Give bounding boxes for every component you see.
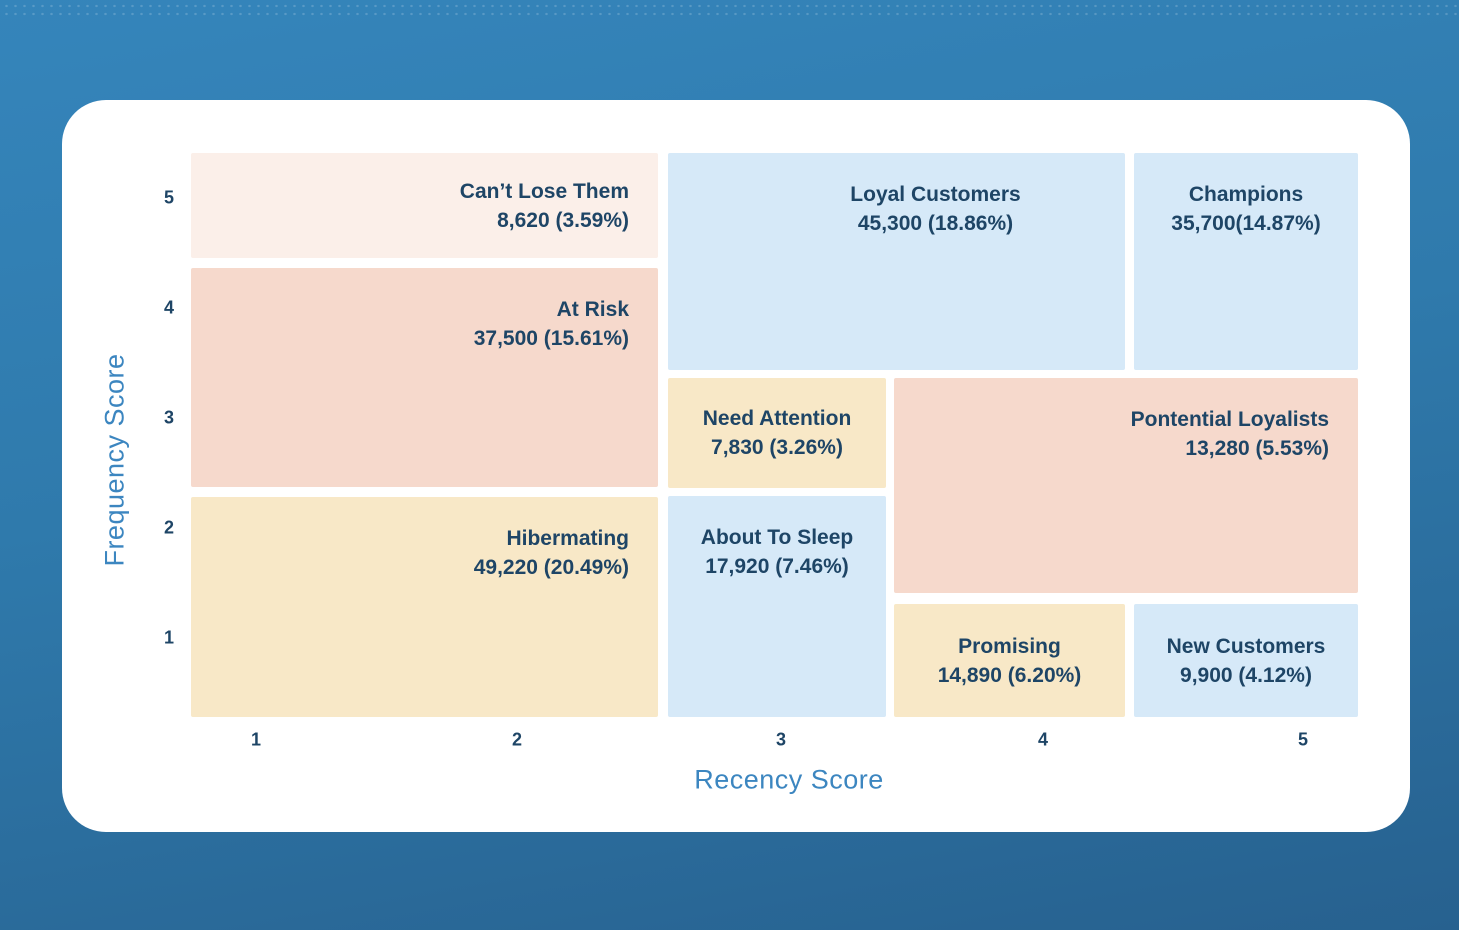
background-dot-pattern (0, 0, 1459, 17)
segment-label: New Customers (1166, 634, 1326, 658)
segment-value: 37,500 (15.61%) (473, 327, 629, 350)
segment-value: 45,300 (18.86%) (857, 212, 1014, 235)
y-tick: 2 (163, 517, 174, 538)
segment-value: 7,830 (3.26%) (711, 436, 843, 459)
x-axis-label: Recency Score (694, 764, 884, 795)
segment-hibermating: Hibermating 49,220 (20.49%) (191, 497, 658, 717)
x-tick: 4 (1037, 729, 1049, 750)
segment-value: 17,920 (7.46%) (705, 555, 849, 578)
segment-pontential-loyalists: Pontential Loyalists 13,280 (5.53%) (894, 378, 1358, 593)
y-tick: 3 (163, 407, 174, 428)
segment-value: 35,700(14.87%) (1171, 212, 1321, 235)
y-tick: 5 (163, 187, 174, 208)
x-tick: 2 (511, 729, 523, 750)
segment-value: 8,620 (3.59%) (497, 208, 629, 232)
segment-cant-lose-them: Can’t Lose Them 8,620 (3.59%) (191, 153, 658, 258)
segment-need-attention: Need Attention 7,830 (3.26%) (668, 378, 886, 488)
segment-label: Loyal Customers (850, 183, 1021, 206)
x-tick: 1 (250, 729, 262, 750)
segment-label: Hibermating (506, 527, 629, 550)
segment-label: Promising (958, 634, 1061, 658)
segment-label: About To Sleep (700, 526, 854, 549)
x-tick: 5 (1297, 729, 1309, 750)
y-tick: 1 (163, 627, 174, 648)
segment-value: 49,220 (20.49%) (473, 556, 629, 579)
segment-label: Pontential Loyalists (1130, 408, 1329, 431)
segment-about-to-sleep: About To Sleep 17,920 (7.46%) (668, 496, 886, 717)
segment-label: Can’t Lose Them (459, 179, 629, 203)
segment-label: Need Attention (702, 407, 852, 430)
segment-at-risk: At Risk 37,500 (15.61%) (191, 268, 658, 487)
segment-label: At Risk (556, 298, 629, 321)
segment-loyal-customers: Loyal Customers 45,300 (18.86%) (668, 153, 1125, 370)
segment-new-customers: New Customers 9,900 (4.12%) (1134, 604, 1358, 717)
y-tick: 4 (163, 297, 174, 318)
segment-champions: Champions 35,700(14.87%) (1134, 153, 1358, 370)
segment-value: 13,280 (5.53%) (1185, 437, 1329, 460)
segment-value: 9,900 (4.12%) (1180, 663, 1312, 687)
segment-label: Champions (1188, 183, 1304, 206)
y-axis-label: Frequency Score (99, 353, 130, 567)
segment-value: 14,890 (6.20%) (937, 663, 1082, 687)
chart-card: Frequency Score Recency Score 5 4 3 2 1 1 2 3 4… (62, 100, 1410, 832)
x-tick: 3 (775, 729, 787, 750)
rfm-segment-chart: Frequency Score Recency Score 5 4 3 2 1 1 2 3 4… (62, 100, 1410, 832)
segment-promising: Promising 14,890 (6.20%) (894, 604, 1125, 717)
